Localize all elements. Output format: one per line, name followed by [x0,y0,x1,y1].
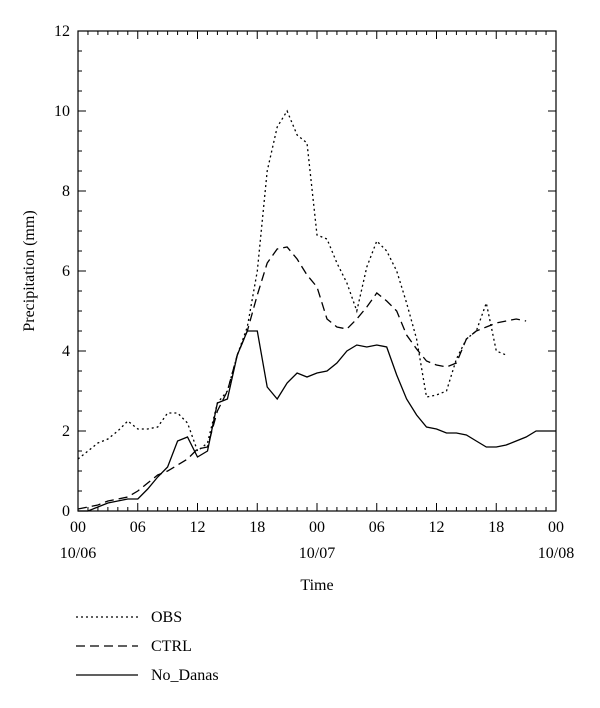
series-line-ctrl [77,246,527,510]
x-tick-label: 06 [369,519,385,536]
y-tick-label: 10 [54,103,70,120]
x-tick-label: 00 [548,519,564,536]
x-tick-label: 18 [488,519,504,536]
x-tick-label: 12 [190,519,206,536]
tick-marks [77,30,557,512]
y-tick-label: 2 [62,423,70,440]
axes [77,30,557,512]
series-lines [77,109,556,512]
legend: OBS CTRL No_Danas [76,609,219,684]
x-tick-label: 18 [249,519,265,536]
plot-frame [77,30,557,512]
tick-labels: 00 06 12 18 00 06 12 18 00 10/06 10/07 10/08 0 2 4 6 8 10… [54,23,574,562]
x-tick-label: 00 [309,519,325,536]
y-axis-title: Precipitation (mm) [21,210,38,331]
y-tick-label: 0 [62,503,70,520]
legend-label: OBS [151,609,182,626]
x-tick-label: 12 [429,519,445,536]
y-tick-label: 4 [62,343,70,360]
y-tick-label: 6 [62,263,70,280]
y-tick-label: 12 [54,23,70,40]
series-line-no-danas [78,330,556,512]
legend-label: CTRL [151,638,192,655]
x-tick-label: 00 [70,519,86,536]
date-label: 10/06 [60,545,96,562]
series-line-obs [77,109,507,460]
legend-label: No_Danas [151,667,219,684]
x-tick-label: 06 [130,519,146,536]
date-label: 10/07 [299,545,335,562]
date-label: 10/08 [538,545,574,562]
x-axis-title: Time [300,577,333,594]
y-tick-label: 8 [62,183,70,200]
